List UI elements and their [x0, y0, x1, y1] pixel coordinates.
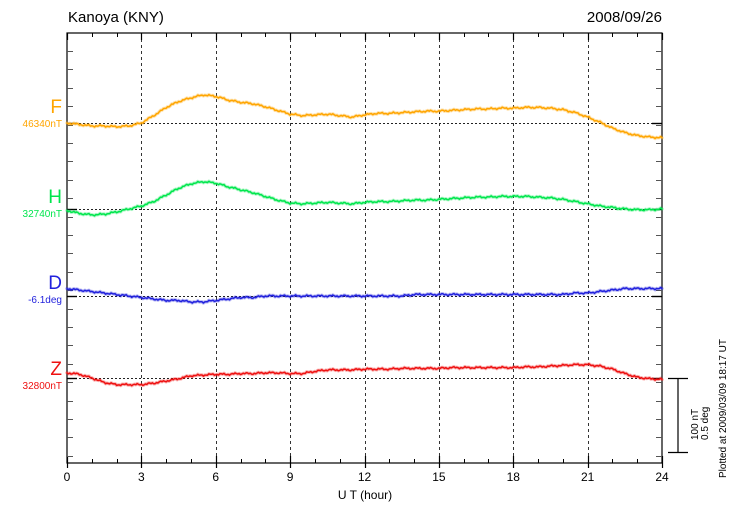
trace-z [66, 363, 663, 387]
trace-lines [65, 92, 664, 388]
trace-f [66, 93, 663, 140]
x-tick-label: 12 [357, 470, 372, 484]
scale-bar-label-deg: 0.5 deg [700, 406, 711, 440]
date-title: 2008/09/26 [586, 9, 662, 26]
x-tick-label: 21 [580, 470, 595, 484]
x-tick-label: 0 [63, 470, 71, 484]
component-baseline-f: 46340nT [22, 119, 62, 130]
component-letter-d: D [48, 273, 62, 294]
x-tick-label: 9 [286, 470, 294, 484]
station-title: Kanoya (KNY) [68, 9, 164, 26]
axis-tick-marks [66, 33, 664, 468]
component-letter-h: H [48, 187, 62, 208]
trace-d [66, 286, 663, 304]
plot-frame [66, 32, 663, 464]
x-tick-label: 6 [212, 470, 220, 484]
component-label-h: H 32740nT [0, 188, 62, 221]
component-letter-z: Z [50, 359, 62, 380]
x-axis-title: U T (hour) [337, 488, 393, 502]
x-tick-label: 15 [432, 470, 446, 484]
plotted-at-text: Plotted at 2009/03/09 18:17 UT [718, 339, 729, 478]
scale-bar [668, 377, 688, 454]
component-baseline-h: 32740nT [22, 209, 62, 220]
component-letter-f: F [50, 97, 62, 118]
trace-h [66, 180, 663, 217]
x-tick-label: 24 [655, 470, 669, 484]
component-baseline-d: -6.1deg [28, 295, 62, 306]
component-label-d: D -6.1deg [0, 274, 62, 307]
component-label-f: F 46340nT [0, 98, 62, 131]
x-tick-label: 18 [506, 470, 520, 484]
x-tick-label: 3 [138, 470, 145, 484]
component-baseline-z: 32800nT [22, 381, 62, 392]
component-label-z: Z 32800nT [0, 360, 62, 393]
